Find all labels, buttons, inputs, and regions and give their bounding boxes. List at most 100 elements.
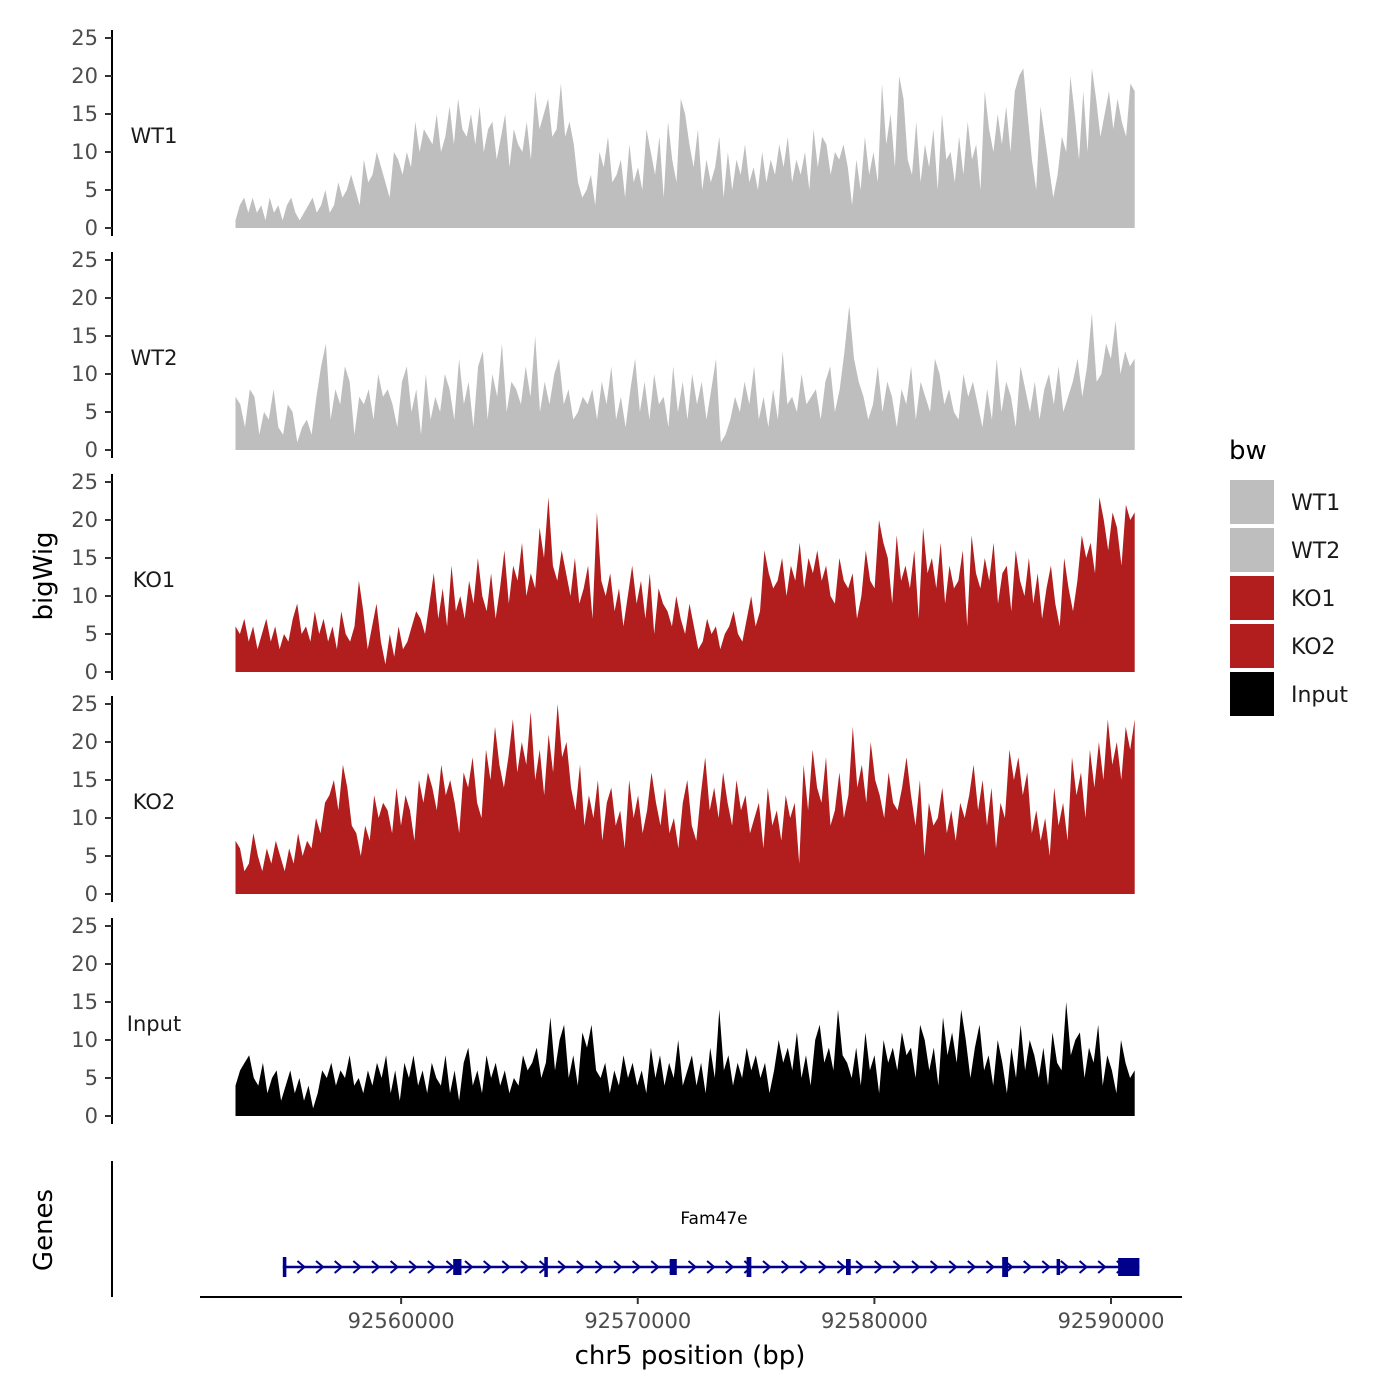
- y-tick-label: 15: [71, 546, 98, 570]
- y-tick-label: 10: [71, 1028, 98, 1052]
- y-tick-label: 5: [85, 844, 98, 868]
- y-tick-label: 25: [71, 470, 98, 494]
- strand-chevron: [1023, 1260, 1033, 1274]
- y-tick-label: 20: [71, 508, 98, 532]
- area-ko2: [235, 704, 1135, 894]
- area-input: [235, 1002, 1135, 1116]
- strand-chevron: [408, 1260, 418, 1274]
- legend-key-ko1: [1230, 576, 1274, 620]
- strand-chevron: [576, 1260, 586, 1274]
- legend-title: bw: [1229, 436, 1267, 466]
- strand-chevron: [613, 1260, 623, 1274]
- strand-chevron: [427, 1260, 437, 1274]
- strand-chevron: [483, 1260, 493, 1274]
- y-tick-label: 10: [71, 584, 98, 608]
- y-tick-label: 10: [71, 806, 98, 830]
- legend-label-wt2: WT2: [1291, 539, 1340, 564]
- y-tick-label: 15: [71, 102, 98, 126]
- y-tick-label: 5: [85, 400, 98, 424]
- x-tick-label: 92560000: [348, 1309, 455, 1333]
- strand-chevron: [501, 1260, 511, 1274]
- strand-chevron: [985, 1260, 995, 1274]
- track-wt2: 0 5 10 15 20 25 WT2: [71, 248, 1135, 462]
- y-tick-label: 20: [71, 730, 98, 754]
- gene-exon: [282, 1257, 287, 1277]
- strand-chevron: [352, 1260, 362, 1274]
- strand-chevron: [687, 1260, 698, 1274]
- y-tick-label: 5: [85, 1066, 98, 1090]
- track-ko2: 0 5 10 15 20 25 KO2: [71, 692, 1135, 906]
- y-axis-title: bigWig: [29, 531, 59, 620]
- strand-chevron: [1097, 1260, 1107, 1274]
- y-tick-label: 0: [85, 216, 98, 240]
- strand-chevron: [706, 1260, 716, 1274]
- y-tick-label: 15: [71, 768, 98, 792]
- y-tick-label: 0: [85, 1104, 98, 1128]
- y-tick-label: 25: [71, 692, 98, 716]
- strand-chevron: [929, 1260, 940, 1274]
- track-label: WT2: [131, 346, 178, 370]
- legend-key-input: [1230, 672, 1274, 716]
- track-input: 0 5 10 15 20 25 Input: [71, 914, 1135, 1128]
- gene-exon: [669, 1259, 677, 1275]
- track-label: KO1: [133, 568, 176, 592]
- y-tick-label: 0: [85, 882, 98, 906]
- genes-panel-title: Genes: [29, 1189, 59, 1271]
- y-tick-label: 5: [85, 178, 98, 202]
- strand-chevron: [911, 1260, 921, 1274]
- legend-key-wt1: [1230, 480, 1274, 524]
- strand-chevron: [650, 1260, 660, 1274]
- strand-chevron: [389, 1260, 400, 1274]
- y-tick-label: 20: [71, 286, 98, 310]
- strand-chevron: [315, 1260, 325, 1274]
- strand-chevron: [1041, 1260, 1051, 1274]
- strand-chevron: [892, 1260, 902, 1274]
- area-ko1: [235, 497, 1135, 672]
- strand-chevron: [855, 1260, 865, 1274]
- gene-exon: [1118, 1258, 1140, 1276]
- x-tick-label: 92590000: [1058, 1309, 1165, 1333]
- x-axis-title: chr5 position (bp): [575, 1341, 806, 1371]
- y-tick-label: 25: [71, 914, 98, 938]
- y-tick-label: 0: [85, 438, 98, 462]
- track-label: WT1: [131, 124, 178, 148]
- strand-chevron: [296, 1260, 306, 1274]
- strand-chevron: [762, 1260, 772, 1274]
- legend: bw WT1 WT2 KO1 KO2 Input: [1229, 436, 1348, 716]
- area-wt1: [235, 68, 1135, 229]
- track-wt1: 0 5 10 15 20 25 WT1: [71, 26, 1135, 240]
- strand-chevron: [631, 1260, 642, 1274]
- strand-chevron: [874, 1260, 884, 1274]
- y-tick-label: 15: [71, 324, 98, 348]
- legend-label-ko2: KO2: [1291, 635, 1336, 660]
- x-tick-label: 92570000: [584, 1309, 691, 1333]
- legend-label-wt1: WT1: [1291, 491, 1340, 516]
- strand-chevron: [520, 1260, 530, 1274]
- legend-key-ko2: [1230, 624, 1274, 668]
- y-tick-label: 20: [71, 952, 98, 976]
- strand-chevron: [948, 1260, 958, 1274]
- y-tick-label: 20: [71, 64, 98, 88]
- strand-chevron: [780, 1260, 791, 1274]
- strand-chevron: [371, 1260, 381, 1274]
- strand-chevron: [464, 1260, 474, 1274]
- strand-chevron: [799, 1260, 809, 1274]
- genes-panel: Genes Fam47e: [29, 1161, 1182, 1298]
- strand-chevron: [594, 1260, 604, 1274]
- strand-chevron: [967, 1260, 977, 1274]
- signal-tracks: 0 5 10 15 20 25 WT1 0 5 10 15 20 25 WT2 0 5 10 15 20 25 KO1 0…: [71, 26, 1135, 1128]
- legend-label-input: Input: [1291, 683, 1348, 708]
- strand-chevron: [836, 1260, 847, 1274]
- legend-label-ko1: KO1: [1291, 587, 1336, 612]
- strand-chevron: [557, 1260, 567, 1274]
- x-tick-label: 92580000: [821, 1309, 928, 1333]
- legend-key-wt2: [1230, 528, 1274, 572]
- y-tick-label: 25: [71, 248, 98, 272]
- gene-exon: [544, 1257, 548, 1277]
- strand-chevron: [725, 1260, 735, 1274]
- strand-chevron: [1060, 1260, 1070, 1274]
- x-axis: 92560000 92570000 92580000 92590000: [348, 1297, 1165, 1333]
- strand-chevron: [1078, 1260, 1089, 1274]
- area-wt2: [235, 305, 1135, 450]
